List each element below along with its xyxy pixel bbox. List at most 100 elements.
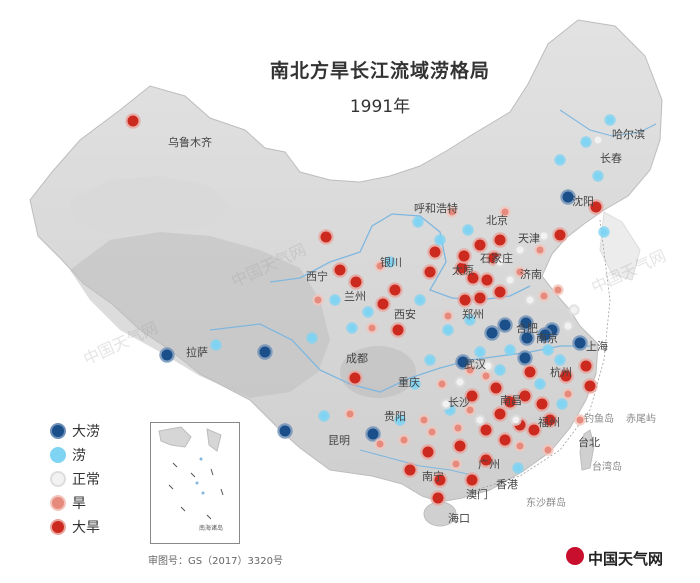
marker-heavy_flood bbox=[500, 320, 511, 331]
label-diaoyudao: 钓鱼岛 bbox=[584, 410, 614, 425]
marker-heavy_drought bbox=[525, 367, 536, 378]
marker-heavy_drought bbox=[459, 251, 470, 262]
legend-swatch-heavy_flood bbox=[52, 425, 64, 437]
label-aomen: 澳门 bbox=[466, 486, 488, 502]
inset-label: 南海诸岛 bbox=[199, 523, 223, 532]
marker-normal bbox=[595, 137, 602, 144]
marker-flood bbox=[332, 297, 339, 304]
label-dongsha: 东沙群岛 bbox=[526, 494, 566, 509]
marker-flood bbox=[537, 381, 544, 388]
label-haikou: 海口 bbox=[448, 510, 470, 526]
marker-heavy_drought bbox=[495, 409, 506, 420]
marker-flood bbox=[607, 117, 614, 124]
marker-flood bbox=[515, 465, 522, 472]
marker-normal bbox=[541, 233, 548, 240]
label-taiyuan: 太原 bbox=[452, 262, 474, 278]
label-lanzhou: 兰州 bbox=[344, 288, 366, 304]
marker-drought bbox=[421, 417, 428, 424]
marker-normal bbox=[527, 297, 534, 304]
marker-heavy_flood bbox=[575, 338, 586, 349]
marker-drought bbox=[315, 297, 322, 304]
marker-normal bbox=[457, 379, 464, 386]
marker-heavy_drought bbox=[460, 295, 471, 306]
legend-item-heavy_flood: 大涝 bbox=[52, 420, 142, 444]
label-xining: 西宁 bbox=[306, 268, 328, 284]
marker-flood bbox=[445, 327, 452, 334]
marker-flood bbox=[309, 335, 316, 342]
label-nanjing: 南京 bbox=[536, 330, 558, 346]
label-taiwan-island: 台湾岛 bbox=[592, 458, 622, 473]
legend-label: 大旱 bbox=[72, 517, 100, 537]
marker-heavy_drought bbox=[495, 287, 506, 298]
marker-heavy_drought bbox=[350, 373, 361, 384]
legend-swatch-drought bbox=[52, 497, 64, 509]
marker-heavy_drought bbox=[481, 425, 492, 436]
label-changsha: 长沙 bbox=[448, 394, 470, 410]
marker-normal bbox=[507, 277, 514, 284]
marker-flood bbox=[415, 219, 422, 226]
marker-drought bbox=[401, 437, 408, 444]
marker-heavy_drought bbox=[128, 116, 139, 127]
marker-flood bbox=[497, 367, 504, 374]
label-yinchuan: 银川 bbox=[380, 254, 402, 270]
label-beijing: 北京 bbox=[486, 212, 508, 228]
marker-heavy_drought bbox=[581, 361, 592, 372]
label-kunming: 昆明 bbox=[328, 432, 350, 448]
marker-normal bbox=[517, 247, 524, 254]
legend-item-normal: 正常 bbox=[52, 468, 142, 492]
marker-heavy_drought bbox=[537, 399, 548, 410]
label-chiweiyu: 赤尾屿 bbox=[626, 410, 656, 425]
marker-flood bbox=[321, 413, 328, 420]
map-title: 南北方旱长江流域涝格局 bbox=[210, 56, 550, 83]
marker-drought bbox=[537, 247, 544, 254]
marker-flood bbox=[545, 347, 552, 354]
marker-heavy_drought bbox=[433, 493, 444, 504]
marker-heavy_drought bbox=[321, 232, 332, 243]
marker-normal bbox=[513, 417, 520, 424]
brand-logo-icon bbox=[566, 547, 584, 565]
marker-heavy_drought bbox=[475, 240, 486, 251]
label-guangzhou: 广州 bbox=[478, 456, 500, 472]
label-shanghai: 上海 bbox=[586, 338, 608, 354]
label-changchun: 长春 bbox=[600, 150, 622, 166]
legend-item-heavy_drought: 大旱 bbox=[52, 516, 142, 540]
marker-heavy_drought bbox=[335, 265, 346, 276]
marker-heavy_flood bbox=[280, 426, 291, 437]
legend-swatch-heavy_drought bbox=[52, 521, 64, 533]
marker-flood bbox=[365, 309, 372, 316]
label-huhehaote: 呼和浩特 bbox=[414, 200, 458, 216]
marker-normal bbox=[477, 417, 484, 424]
marker-heavy_drought bbox=[430, 247, 441, 258]
inset-map bbox=[151, 423, 239, 543]
marker-drought bbox=[445, 313, 452, 320]
legend-label: 大涝 bbox=[72, 421, 100, 441]
marker-normal bbox=[565, 323, 572, 330]
legend: 大涝涝正常旱大旱 bbox=[52, 420, 142, 540]
marker-drought bbox=[377, 441, 384, 448]
approval-number: 审图号：GS（2017）3320号 bbox=[148, 552, 283, 567]
marker-drought bbox=[455, 425, 462, 432]
legend-swatch-normal bbox=[52, 473, 64, 485]
marker-drought bbox=[517, 443, 524, 450]
marker-heavy_flood bbox=[520, 353, 531, 364]
marker-heavy_flood bbox=[260, 347, 271, 358]
marker-drought bbox=[555, 287, 562, 294]
marker-drought bbox=[565, 391, 572, 398]
marker-flood bbox=[427, 357, 434, 364]
marker-flood bbox=[595, 173, 602, 180]
marker-flood bbox=[601, 229, 608, 236]
legend-label: 涝 bbox=[72, 445, 86, 465]
marker-flood bbox=[507, 347, 514, 354]
marker-flood bbox=[417, 297, 424, 304]
label-xianggang: 香港 bbox=[496, 476, 518, 492]
label-jinan: 济南 bbox=[520, 266, 542, 282]
marker-drought bbox=[347, 411, 354, 418]
marker-heavy_flood bbox=[162, 350, 173, 361]
marker-heavy_drought bbox=[482, 275, 493, 286]
label-xian: 西安 bbox=[394, 306, 416, 322]
label-lasa: 拉萨 bbox=[186, 344, 208, 360]
marker-drought bbox=[439, 381, 446, 388]
label-chongqing: 重庆 bbox=[398, 374, 420, 390]
label-taibei: 台北 bbox=[578, 434, 600, 450]
marker-heavy_drought bbox=[425, 267, 436, 278]
